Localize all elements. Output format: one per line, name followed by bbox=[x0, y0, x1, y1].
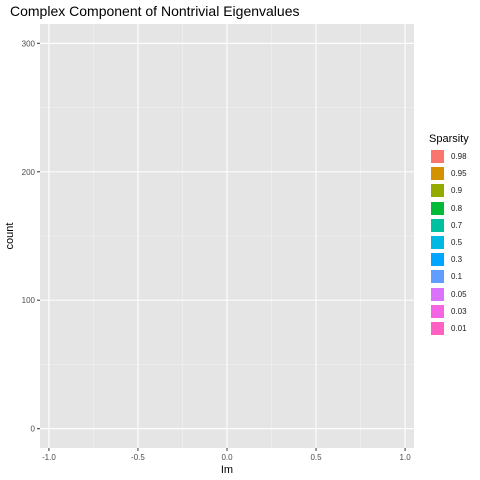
legend-label: 0.03 bbox=[451, 306, 467, 316]
legend-item: 0.98 bbox=[429, 148, 469, 165]
x-tick-label: -0.5 bbox=[131, 453, 145, 462]
legend-item: 0.95 bbox=[429, 165, 469, 182]
legend-item: 0.9 bbox=[429, 182, 469, 199]
legend-item: 0.5 bbox=[429, 234, 469, 251]
legend-label: 0.95 bbox=[451, 169, 467, 179]
legend: Sparsity 0.98 0.95 0.9 0.8 0.7 0.5 0.3 0.1 0.05 0… bbox=[429, 132, 469, 337]
legend-item: 0.1 bbox=[429, 268, 469, 285]
y-tick-label: 0 bbox=[31, 425, 36, 434]
legend-label: 0.01 bbox=[451, 323, 467, 333]
legend-label: 0.98 bbox=[451, 152, 467, 162]
x-tick-label: 0.0 bbox=[221, 453, 233, 462]
y-tick-label: 300 bbox=[22, 39, 36, 48]
legend-swatch bbox=[430, 200, 445, 216]
legend-item: 0.3 bbox=[429, 251, 469, 268]
legend-swatch bbox=[430, 235, 445, 251]
chart-title: Complex Component of Nontrivial Eigenval… bbox=[10, 3, 300, 19]
legend-label: 0.3 bbox=[451, 255, 463, 265]
x-tick-label: 0.5 bbox=[310, 453, 322, 462]
legend-item: 0.03 bbox=[429, 303, 469, 320]
legend-label: 0.7 bbox=[451, 220, 463, 230]
y-tick-label: 100 bbox=[22, 296, 36, 305]
y-tick-label: 200 bbox=[22, 168, 36, 177]
y-axis-title: count bbox=[4, 223, 16, 250]
x-tick-label: -1.0 bbox=[42, 453, 56, 462]
legend-swatch bbox=[430, 183, 445, 199]
legend-label: 0.5 bbox=[451, 238, 463, 248]
legend-swatch bbox=[430, 286, 445, 302]
legend-swatch bbox=[430, 217, 445, 233]
legend-label: 0.1 bbox=[451, 272, 463, 282]
legend-item: 0.01 bbox=[429, 320, 469, 337]
legend-swatch bbox=[430, 149, 445, 165]
legend-swatch bbox=[430, 166, 445, 182]
legend-label: 0.05 bbox=[451, 289, 467, 299]
legend-item: 0.8 bbox=[429, 200, 469, 217]
legend-label: 0.9 bbox=[451, 186, 463, 196]
legend-item: 0.05 bbox=[429, 286, 469, 303]
legend-label: 0.8 bbox=[451, 203, 463, 213]
x-axis-title: Im bbox=[221, 464, 233, 476]
legend-title: Sparsity bbox=[429, 133, 469, 145]
legend-swatch bbox=[430, 252, 445, 268]
legend-swatch bbox=[430, 269, 445, 285]
legend-swatch bbox=[430, 303, 445, 319]
legend-swatch bbox=[430, 320, 445, 336]
legend-item: 0.7 bbox=[429, 217, 469, 234]
x-tick-label: 1.0 bbox=[400, 453, 412, 462]
legend-items: 0.98 0.95 0.9 0.8 0.7 0.5 0.3 0.1 0.05 0.03 0.01 bbox=[429, 148, 469, 337]
